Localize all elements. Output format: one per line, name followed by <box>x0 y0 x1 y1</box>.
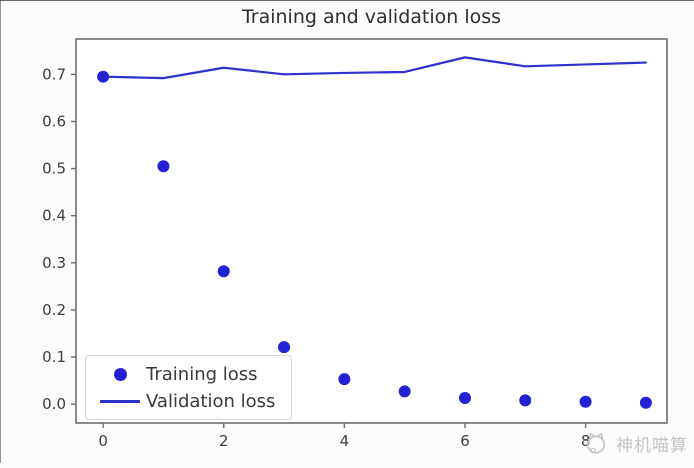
y-tick-label: 0.6 <box>42 112 66 130</box>
training-loss-point <box>278 341 291 354</box>
chart-title: Training and validation loss <box>241 6 502 28</box>
watermark: 神机喵算 <box>583 430 688 456</box>
training-loss-point <box>338 373 351 386</box>
validation-loss-line <box>102 56 647 80</box>
training-loss-point <box>458 392 471 405</box>
screenshot-top-border <box>0 0 694 1</box>
training-loss-point <box>97 70 110 83</box>
scatter-dot-marker-icon <box>113 367 127 381</box>
y-tick-label: 0.3 <box>42 254 66 272</box>
legend-label-validation-loss: Validation loss <box>146 390 276 412</box>
y-tick-label: 0.0 <box>42 395 66 413</box>
cat-logo-icon <box>587 432 605 454</box>
legend-marker-cell <box>94 367 146 381</box>
y-tick-label: 0.2 <box>42 301 66 319</box>
x-tick-label: 0 <box>98 432 108 450</box>
legend: Training loss Validation loss <box>85 355 293 420</box>
y-tick-label: 0.1 <box>42 348 66 366</box>
y-tick-label: 0.7 <box>42 65 66 83</box>
training-loss-point <box>639 396 652 409</box>
training-loss-point <box>398 385 411 398</box>
watermark-text: 神机喵算 <box>616 435 688 456</box>
legend-label-training-loss: Training loss <box>146 363 258 385</box>
x-tick-label: 4 <box>340 432 350 450</box>
training-loss-point <box>217 265 230 278</box>
screenshot-left-border <box>0 0 1 463</box>
legend-entry-training-loss: Training loss <box>94 363 275 385</box>
training-loss-point <box>519 394 532 407</box>
legend-marker-cell <box>94 399 146 403</box>
y-tick-label: 0.5 <box>42 160 66 178</box>
line-sample-marker-icon <box>100 399 140 403</box>
x-tick-label: 6 <box>460 432 470 450</box>
legend-entry-validation-loss: Validation loss <box>94 390 275 412</box>
y-tick-label: 0.4 <box>42 207 66 225</box>
x-tick-label: 8 <box>581 432 591 450</box>
training-loss-point <box>579 395 592 408</box>
x-tick-label: 2 <box>219 432 229 450</box>
training-loss-point <box>157 160 170 173</box>
